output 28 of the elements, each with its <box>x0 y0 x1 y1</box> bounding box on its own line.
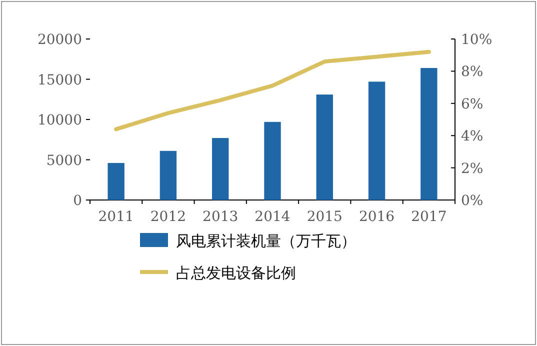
bar <box>108 162 124 200</box>
legend-label: 风电累计装机量（万千瓦） <box>176 232 356 250</box>
x-tick-label: 2016 <box>358 209 395 225</box>
x-tick-label: 2011 <box>98 209 134 225</box>
y-tick-label: 15000 <box>37 72 82 88</box>
y2-tick-label: 6% <box>461 96 484 112</box>
bar <box>264 122 281 200</box>
line-series <box>114 50 431 132</box>
y2-tick-label: 2% <box>461 160 484 177</box>
y-tick-label: 10000 <box>37 112 82 128</box>
x-tick-label: 2015 <box>306 209 342 225</box>
bar <box>212 138 229 200</box>
y2-tick-label: 4% <box>461 128 484 145</box>
y-tick-label: 0 <box>73 193 82 209</box>
bar <box>368 82 386 200</box>
y2-tick-label: 0% <box>461 193 484 209</box>
x-tick-label: 2013 <box>202 209 238 225</box>
bar <box>316 94 333 200</box>
x-tick-label: 2012 <box>150 209 186 225</box>
y-tick-label: 20000 <box>37 32 82 48</box>
x-tick-label: 2014 <box>254 209 290 225</box>
x-tick-label: 2017 <box>411 209 447 225</box>
bar <box>420 68 438 200</box>
y2-tick-label: 10% <box>461 32 492 48</box>
bar <box>160 150 177 200</box>
y2-tick-label: 8% <box>461 64 484 80</box>
legend-label: 占总发电设备比例 <box>176 264 296 282</box>
y-tick-label: 5000 <box>46 152 82 169</box>
